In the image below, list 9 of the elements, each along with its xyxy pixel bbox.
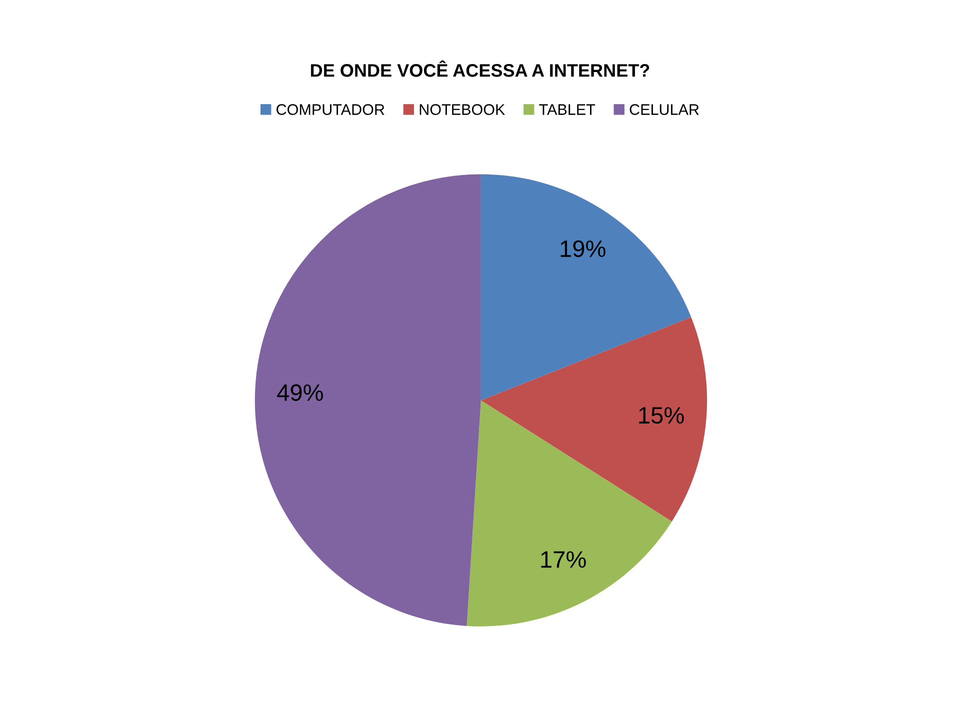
legend-label: CELULAR	[630, 104, 699, 115]
legend-label: TABLET	[539, 104, 596, 115]
legend-label: NOTEBOOK	[420, 104, 506, 115]
data-label: 19%	[560, 240, 606, 258]
data-label: 17%	[541, 551, 586, 568]
data-label: 15%	[639, 407, 684, 424]
legend-label: COMPUTADOR	[276, 104, 384, 115]
chart-title: DE ONDE VOCÊ ACESSA A INTERNET?	[311, 60, 650, 77]
data-label: 49%	[277, 384, 323, 401]
